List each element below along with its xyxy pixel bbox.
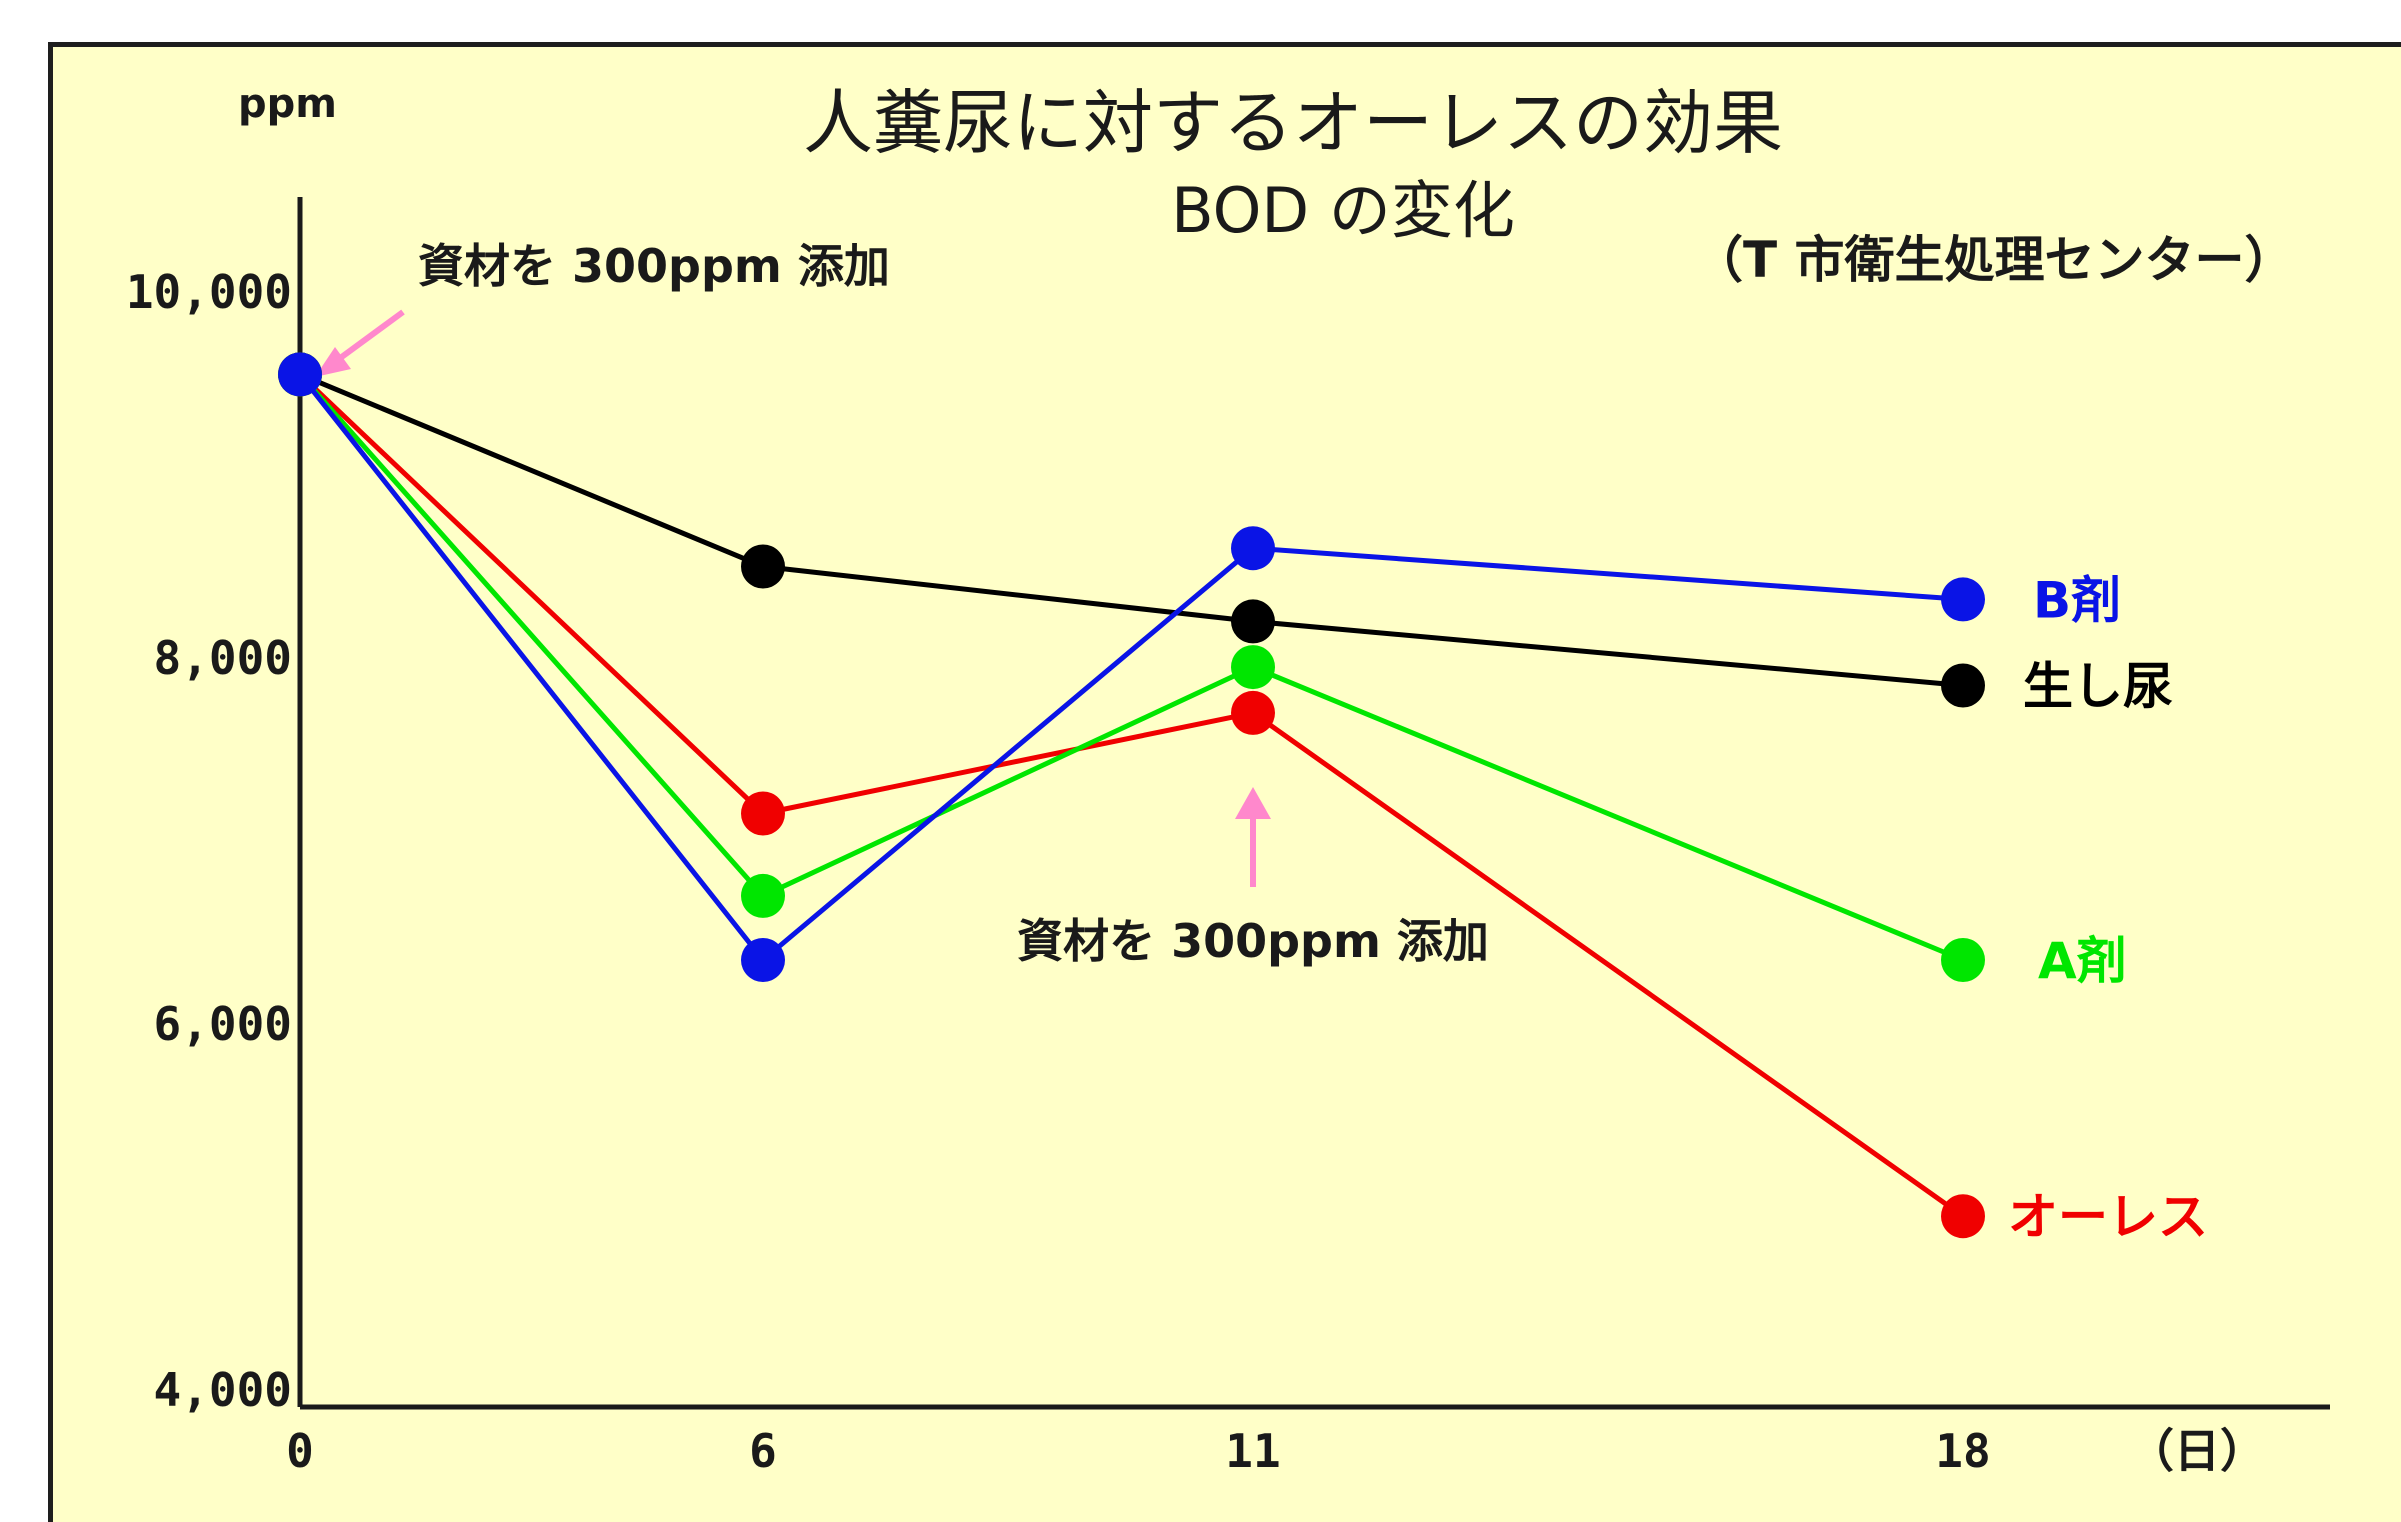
series-end-label: B剤 bbox=[2033, 571, 2121, 629]
chart-panel: ppm 人糞尿に対するオーレスの効果 BOD の変化 （T 市衛生処理センター）… bbox=[48, 42, 2401, 1522]
x-unit-label: （日） bbox=[2128, 1424, 2266, 1478]
source-note: （T 市衛生処理センター） bbox=[1693, 231, 2295, 289]
data-point bbox=[741, 544, 785, 589]
tick-labels: 4,000 6,000 8,000 10,000 0 6 11 18 bbox=[126, 265, 1991, 1478]
data-point bbox=[741, 938, 785, 982]
x-tick-label: 11 bbox=[1225, 1424, 1280, 1478]
annotation-label: 資材を 300ppm 添加 bbox=[418, 239, 890, 293]
data-point bbox=[1231, 690, 1275, 735]
x-tick-label: 6 bbox=[749, 1424, 777, 1478]
axes bbox=[297, 197, 2330, 1410]
y-tick-label: 10,000 bbox=[126, 265, 292, 319]
x-tick-label: 0 bbox=[286, 1424, 314, 1478]
data-point bbox=[1941, 1194, 1985, 1239]
series-end-label: 生し尿 bbox=[2023, 657, 2173, 715]
series-生し尿 bbox=[278, 352, 1985, 708]
data-point bbox=[1941, 938, 1985, 982]
series-B剤 bbox=[278, 352, 1985, 982]
series-end-label: オーレス bbox=[2008, 1188, 2208, 1246]
data-point bbox=[1231, 645, 1275, 690]
bod-line-chart: ppm 人糞尿に対するオーレスの効果 BOD の変化 （T 市衛生処理センター）… bbox=[126, 81, 2330, 1478]
series-オーレス bbox=[278, 352, 1985, 1239]
data-point bbox=[1231, 526, 1275, 571]
data-point bbox=[1941, 577, 1985, 622]
chart-subtitle: BOD の変化 bbox=[1171, 174, 1515, 247]
series-line bbox=[298, 372, 1964, 963]
data-point bbox=[741, 791, 785, 836]
series-line bbox=[298, 372, 1964, 963]
annotation-label: 資材を 300ppm 添加 bbox=[1017, 914, 1489, 968]
data-point bbox=[1231, 599, 1275, 644]
data-point bbox=[741, 873, 785, 918]
data-point bbox=[1941, 663, 1985, 708]
series-end-label: A剤 bbox=[2038, 932, 2127, 990]
chart-title: 人糞尿に対するオーレスの効果 bbox=[803, 82, 1783, 164]
y-tick-label: 8,000 bbox=[154, 631, 292, 685]
series-layer bbox=[278, 352, 1985, 1239]
annotation-arrowhead bbox=[1235, 787, 1271, 819]
series-line bbox=[298, 372, 1965, 1219]
x-tick-label: 18 bbox=[1935, 1424, 1990, 1478]
annotation-arrowhead bbox=[315, 347, 351, 377]
y-tick-label: 6,000 bbox=[154, 997, 292, 1051]
y-tick-label: 4,000 bbox=[154, 1363, 292, 1417]
data-point bbox=[278, 352, 322, 397]
series-line bbox=[299, 372, 1964, 688]
y-unit-label: ppm bbox=[238, 81, 337, 127]
